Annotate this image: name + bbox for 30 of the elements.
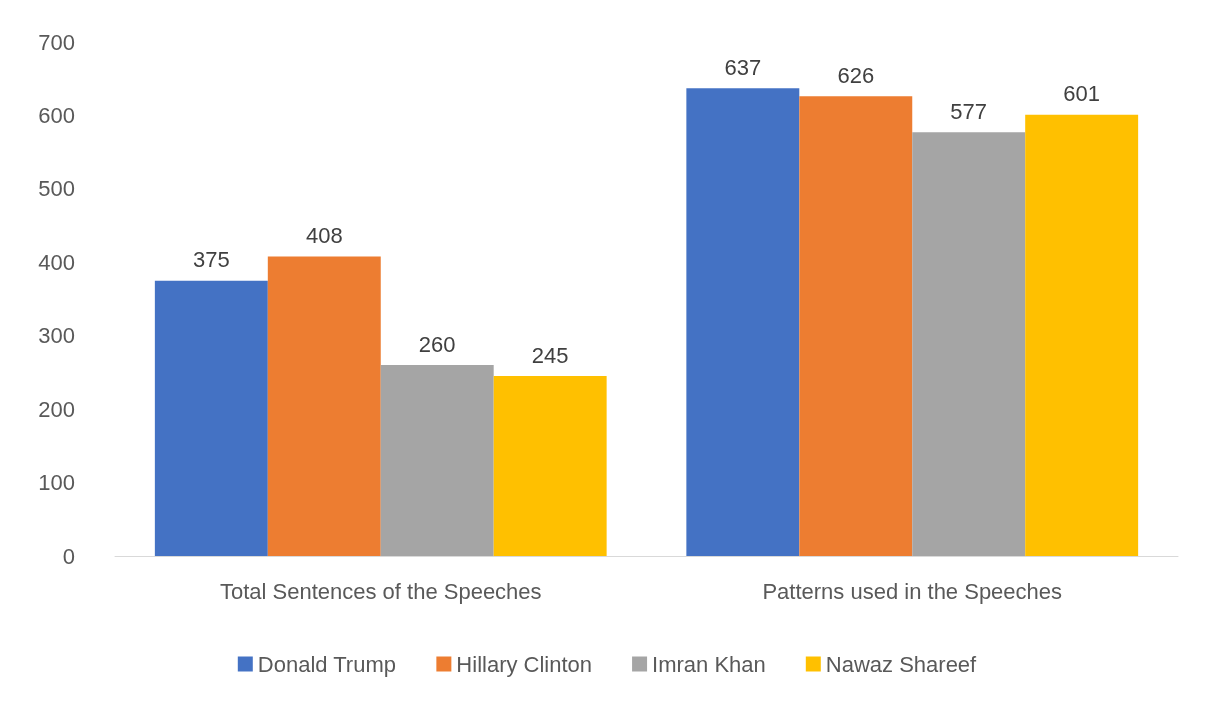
data-label: 626	[837, 62, 875, 88]
y-tick-label: 700	[38, 29, 75, 55]
legend-label: Donald Trump	[257, 651, 396, 677]
bar	[154, 280, 268, 556]
bar	[267, 256, 381, 556]
y-tick-label: 500	[38, 176, 75, 202]
data-label: 408	[305, 222, 343, 248]
bar	[493, 376, 607, 556]
data-label: 601	[1063, 81, 1101, 107]
data-label: 245	[531, 342, 569, 368]
legend-label: Nawaz Shareef	[825, 651, 978, 677]
bar	[799, 96, 913, 556]
y-tick-label: 200	[38, 396, 75, 422]
data-label: 577	[950, 98, 988, 124]
bar	[686, 88, 800, 556]
y-tick-label: 0	[62, 543, 75, 569]
bar	[380, 365, 494, 556]
x-tick-label: Total Sentences of the Speeches	[219, 578, 542, 604]
data-label: 637	[724, 54, 762, 80]
data-label: 260	[418, 331, 456, 357]
y-tick-label: 300	[38, 323, 75, 349]
y-tick-label: 100	[38, 470, 75, 496]
x-tick-label: Patterns used in the Speeches	[762, 578, 1063, 604]
y-tick-label: 600	[38, 102, 75, 128]
y-tick-label: 400	[38, 249, 75, 275]
bar	[912, 132, 1026, 556]
legend-label: Imran Khan	[652, 651, 766, 677]
data-label: 375	[192, 247, 230, 273]
bar	[1025, 114, 1139, 556]
legend-label: Hillary Clinton	[456, 651, 593, 677]
